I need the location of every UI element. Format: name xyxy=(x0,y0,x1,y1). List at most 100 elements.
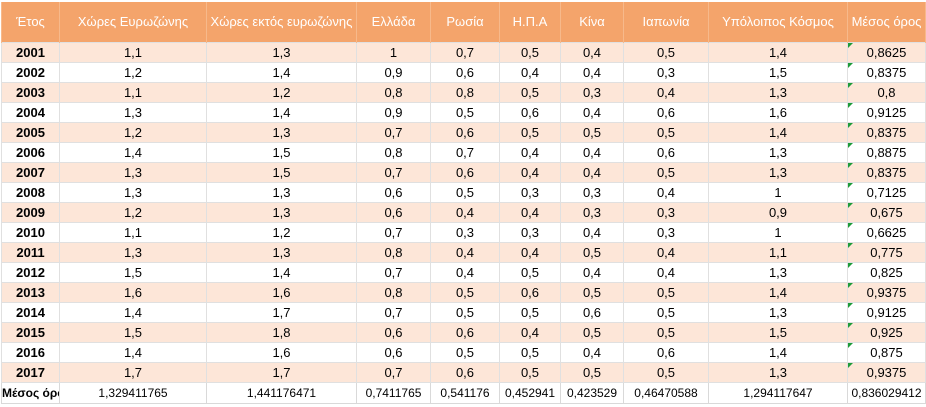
value-cell[interactable]: 0,7 xyxy=(356,261,431,283)
value-cell[interactable]: 1,5 xyxy=(206,161,357,183)
value-cell[interactable]: 1,3 xyxy=(206,41,357,63)
value-cell[interactable]: 1,3 xyxy=(206,201,357,223)
value-cell[interactable]: 0,5 xyxy=(430,281,500,303)
value-cell[interactable]: 0,5 xyxy=(430,101,500,123)
year-cell[interactable]: 2010 xyxy=(1,221,60,243)
mean-cell[interactable]: 0,9375 xyxy=(847,361,926,383)
value-cell[interactable]: 0,4 xyxy=(560,161,624,183)
value-cell[interactable]: 0,4 xyxy=(560,141,624,163)
year-cell[interactable]: 2005 xyxy=(1,121,60,143)
value-cell[interactable]: 1,7 xyxy=(206,361,357,383)
value-cell[interactable]: 0,5 xyxy=(623,121,709,143)
value-cell[interactable]: 0,9 xyxy=(708,201,848,223)
value-cell[interactable]: 0,7 xyxy=(356,161,431,183)
mean-cell[interactable]: 0,825 xyxy=(847,261,926,283)
value-cell[interactable]: 0,5 xyxy=(430,301,500,323)
year-cell[interactable]: 2008 xyxy=(1,181,60,203)
mean-cell[interactable]: 0,9125 xyxy=(847,301,926,323)
value-cell[interactable]: 0,4 xyxy=(560,41,624,63)
header-cell[interactable]: Χώρες εκτός ευρωζώνης xyxy=(206,2,357,42)
year-cell[interactable]: 2002 xyxy=(1,61,60,83)
value-cell[interactable]: 0,6 xyxy=(430,121,500,143)
mean-cell[interactable]: 0,775 xyxy=(847,241,926,263)
value-cell[interactable]: 0,4 xyxy=(430,261,500,283)
value-cell[interactable]: 1,3 xyxy=(708,301,848,323)
value-cell[interactable]: 1,4 xyxy=(708,281,848,303)
value-cell[interactable]: 0,6 xyxy=(623,341,709,363)
mean-cell[interactable]: 0,8875 xyxy=(847,141,926,163)
value-cell[interactable]: 0,9 xyxy=(356,101,431,123)
value-cell[interactable]: 0,8 xyxy=(356,241,431,263)
value-cell[interactable]: 0,7 xyxy=(356,301,431,323)
header-cell[interactable]: Κίνα xyxy=(560,2,624,42)
year-cell[interactable]: 2016 xyxy=(1,341,60,363)
average-cell[interactable]: 1,329411765 xyxy=(59,381,207,404)
value-cell[interactable]: 0,6 xyxy=(430,161,500,183)
year-cell[interactable]: 2013 xyxy=(1,281,60,303)
header-cell[interactable]: Ρωσία xyxy=(430,2,500,42)
value-cell[interactable]: 0,7 xyxy=(430,41,500,63)
year-cell[interactable]: 2017 xyxy=(1,361,60,383)
value-cell[interactable]: 0,4 xyxy=(623,181,709,203)
value-cell[interactable]: 0,6 xyxy=(430,61,500,83)
value-cell[interactable]: 0,4 xyxy=(623,81,709,103)
value-cell[interactable]: 0,6 xyxy=(499,281,561,303)
average-cell[interactable]: 1,441176471 xyxy=(206,381,357,404)
year-cell[interactable]: 2007 xyxy=(1,161,60,183)
mean-cell[interactable]: 0,925 xyxy=(847,321,926,343)
value-cell[interactable]: 0,4 xyxy=(623,261,709,283)
mean-cell[interactable]: 0,8375 xyxy=(847,61,926,83)
value-cell[interactable]: 0,6 xyxy=(623,101,709,123)
value-cell[interactable]: 0,5 xyxy=(499,121,561,143)
value-cell[interactable]: 0,6 xyxy=(356,181,431,203)
value-cell[interactable]: 0,8 xyxy=(356,81,431,103)
value-cell[interactable]: 0,6 xyxy=(560,301,624,323)
value-cell[interactable]: 1,3 xyxy=(59,101,207,123)
year-cell[interactable]: 2009 xyxy=(1,201,60,223)
year-cell[interactable]: 2015 xyxy=(1,321,60,343)
mean-cell[interactable]: 0,7125 xyxy=(847,181,926,203)
value-cell[interactable]: 0,7 xyxy=(430,141,500,163)
value-cell[interactable]: 0,5 xyxy=(623,321,709,343)
value-cell[interactable]: 0,6 xyxy=(356,321,431,343)
value-cell[interactable]: 0,3 xyxy=(560,201,624,223)
value-cell[interactable]: 0,5 xyxy=(560,241,624,263)
value-cell[interactable]: 0,4 xyxy=(430,241,500,263)
value-cell[interactable]: 1,5 xyxy=(59,321,207,343)
value-cell[interactable]: 0,8 xyxy=(430,81,500,103)
value-cell[interactable]: 1,4 xyxy=(206,261,357,283)
value-cell[interactable]: 1,1 xyxy=(59,221,207,243)
value-cell[interactable]: 0,4 xyxy=(499,201,561,223)
average-cell[interactable]: 0,452941 xyxy=(499,381,561,404)
value-cell[interactable]: 0,6 xyxy=(356,341,431,363)
value-cell[interactable]: 0,5 xyxy=(499,81,561,103)
header-cell[interactable]: Υπόλοιπος Κόσμος xyxy=(708,2,848,42)
value-cell[interactable]: 0,4 xyxy=(499,141,561,163)
value-cell[interactable]: 0,4 xyxy=(430,201,500,223)
value-cell[interactable]: 1,3 xyxy=(59,241,207,263)
year-cell[interactable]: 2012 xyxy=(1,261,60,283)
value-cell[interactable]: 1,3 xyxy=(59,161,207,183)
year-cell[interactable]: 2001 xyxy=(1,41,60,63)
value-cell[interactable]: 1,3 xyxy=(59,181,207,203)
value-cell[interactable]: 0,4 xyxy=(560,101,624,123)
value-cell[interactable]: 0,4 xyxy=(499,161,561,183)
value-cell[interactable]: 1,3 xyxy=(206,181,357,203)
value-cell[interactable]: 0,6 xyxy=(623,141,709,163)
value-cell[interactable]: 1,3 xyxy=(708,361,848,383)
average-cell[interactable]: 1,294117647 xyxy=(708,381,848,404)
value-cell[interactable]: 0,5 xyxy=(560,121,624,143)
value-cell[interactable]: 1,3 xyxy=(708,81,848,103)
value-cell[interactable]: 0,4 xyxy=(499,241,561,263)
value-cell[interactable]: 0,5 xyxy=(560,321,624,343)
year-cell[interactable]: 2014 xyxy=(1,301,60,323)
header-cell[interactable]: Έτος xyxy=(1,2,60,42)
value-cell[interactable]: 1,6 xyxy=(206,281,357,303)
value-cell[interactable]: 1,4 xyxy=(708,341,848,363)
value-cell[interactable]: 1,6 xyxy=(59,281,207,303)
year-cell[interactable]: 2003 xyxy=(1,81,60,103)
average-cell[interactable]: 0,541176 xyxy=(430,381,500,404)
mean-cell[interactable]: 0,9125 xyxy=(847,101,926,123)
average-label[interactable]: Μέσος όρος xyxy=(1,381,60,404)
value-cell[interactable]: 1,4 xyxy=(59,341,207,363)
